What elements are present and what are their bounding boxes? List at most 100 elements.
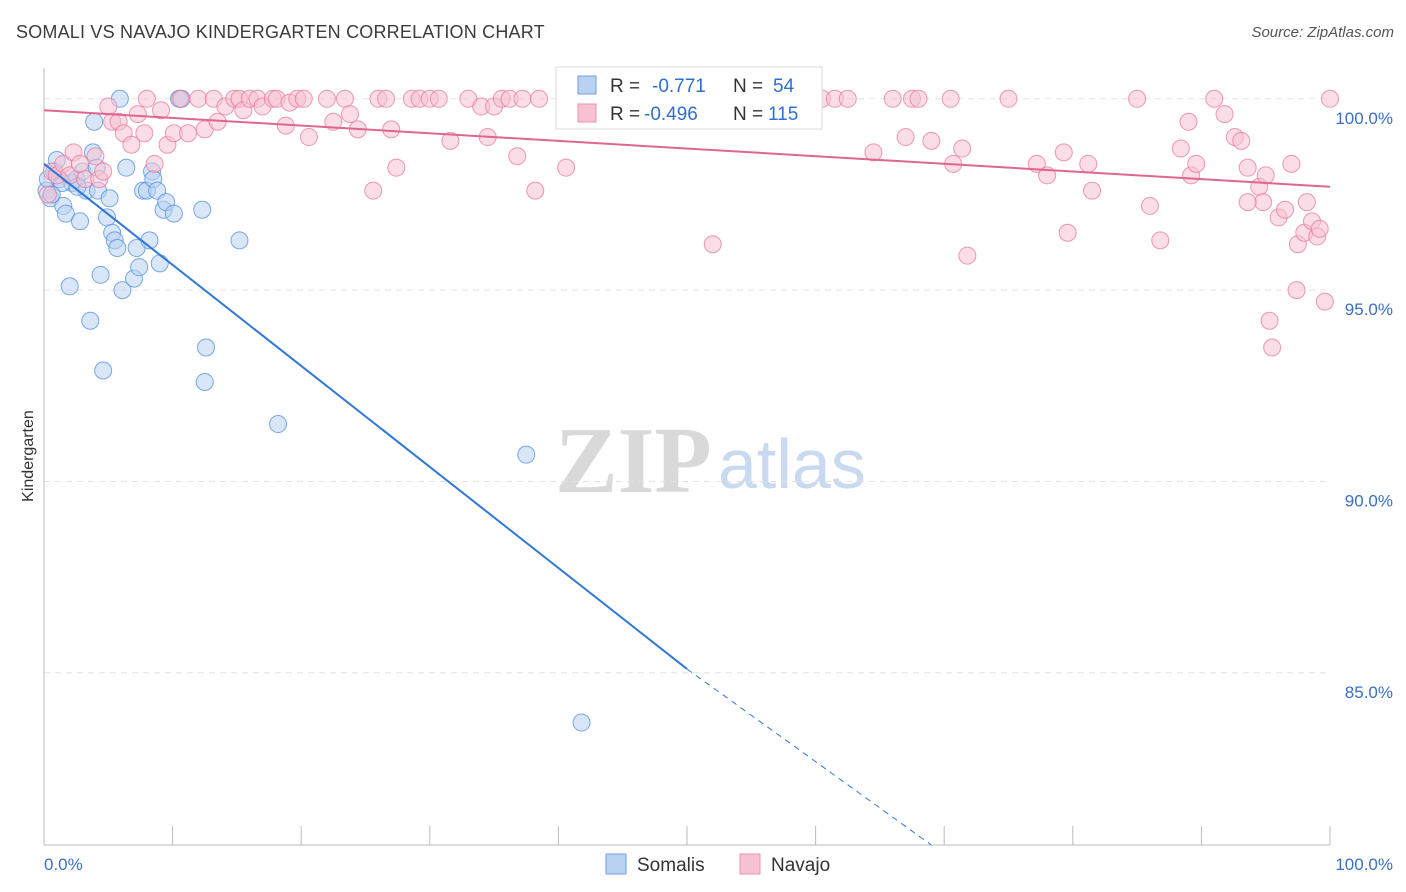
y-tick-label: 90.0% xyxy=(1345,491,1393,510)
navajo-point xyxy=(1027,154,1046,173)
navajo-point xyxy=(1238,158,1257,177)
navajo-point xyxy=(941,89,960,108)
navajo-point xyxy=(530,89,549,108)
navajo-point xyxy=(145,154,164,173)
x-tick-label: 100.0% xyxy=(1335,855,1393,874)
somali-point xyxy=(60,277,79,296)
y-axis-title: Kindergarten xyxy=(20,410,37,502)
navajo-point xyxy=(387,158,406,177)
navajo-point xyxy=(364,181,383,200)
navajo-point xyxy=(883,89,902,108)
legend-bottom-label-somalis: Somalis xyxy=(637,855,705,876)
navajo-point xyxy=(1171,139,1190,158)
navajo-point xyxy=(1232,131,1251,150)
source-label: Source: ZipAtlas.com xyxy=(1251,24,1394,41)
navajo-point xyxy=(896,128,915,147)
somali-point xyxy=(517,445,536,464)
navajo-point xyxy=(513,89,532,108)
navajo-point xyxy=(171,89,190,108)
navajo-point xyxy=(429,89,448,108)
navajo-point xyxy=(1054,143,1073,162)
navajo-point xyxy=(1254,193,1273,212)
legend-bottom: Somalis Navajo xyxy=(605,853,830,876)
navajo-point xyxy=(1179,112,1198,131)
watermark-atlas: atlas xyxy=(718,425,866,503)
somali-point xyxy=(85,112,104,131)
somali-point xyxy=(81,311,100,330)
somali-point xyxy=(71,212,90,231)
legend-r-label-somalis: R = xyxy=(610,76,640,97)
trend-lines xyxy=(43,109,1331,846)
somali-point xyxy=(164,204,183,223)
axes xyxy=(43,68,1331,846)
navajo-point xyxy=(1297,193,1316,212)
navajo-point xyxy=(86,147,105,166)
navajo-point xyxy=(71,154,90,173)
gridlines xyxy=(44,98,1330,674)
navajo-point xyxy=(958,246,977,265)
somali-point xyxy=(94,361,113,380)
navajo-point xyxy=(922,131,941,150)
navajo-point xyxy=(1263,338,1282,357)
navajo-point xyxy=(324,112,343,131)
navajo-point xyxy=(294,89,313,108)
navajo-point xyxy=(557,158,576,177)
navajo-point xyxy=(152,101,171,120)
legend-swatch-navajo xyxy=(577,103,597,123)
navajo-point xyxy=(999,89,1018,108)
somali-point xyxy=(56,204,75,223)
legend-r-value-somalis: -0.771 xyxy=(652,76,706,97)
somali-point xyxy=(230,231,249,250)
navajo-point xyxy=(1187,154,1206,173)
navajo-point xyxy=(703,235,722,254)
somali-point xyxy=(117,158,136,177)
navajo-point xyxy=(135,124,154,143)
navajo-point xyxy=(94,162,113,181)
series-navajo xyxy=(38,89,1339,357)
navajo-point xyxy=(38,185,57,204)
navajo-point xyxy=(909,89,928,108)
navajo-point xyxy=(1215,105,1234,124)
legend-n-value-somalis: 54 xyxy=(773,76,795,97)
navajo-point xyxy=(179,124,198,143)
navajo-point xyxy=(382,120,401,139)
navajo-point xyxy=(864,143,883,162)
navajo-point xyxy=(1256,166,1275,185)
somali-point xyxy=(197,338,216,357)
legend-bottom-swatch-navajo xyxy=(739,853,761,875)
y-tick-label: 95.0% xyxy=(1345,300,1393,319)
navajo-point xyxy=(1315,292,1334,311)
somali-point xyxy=(150,254,169,273)
legend-swatch-somalis xyxy=(577,75,597,95)
legend-n-value-navajo: 115 xyxy=(768,104,798,125)
navajo-point xyxy=(1083,181,1102,200)
legend-r-label-navajo: R = xyxy=(610,104,640,125)
navajo-point xyxy=(1140,196,1159,215)
navajo-point xyxy=(508,147,527,166)
navajo-point xyxy=(441,131,460,150)
trend-line-somalis xyxy=(43,163,688,670)
trend-line-somalis-extension xyxy=(686,668,932,846)
navajo-point xyxy=(1058,223,1077,242)
navajo-point xyxy=(128,105,147,124)
navajo-point xyxy=(1079,154,1098,173)
legend-top: R = -0.771 N = 54 R = -0.496 N = 115 xyxy=(555,66,823,130)
navajo-point xyxy=(1151,231,1170,250)
tick-labels: 85.0% 90.0% 95.0% 100.0% 0.0% 100.0% xyxy=(44,109,1393,874)
navajo-point xyxy=(122,135,141,154)
navajo-point xyxy=(189,89,208,108)
navajo-point xyxy=(377,89,396,108)
legend-n-label-somalis: N = xyxy=(733,76,763,97)
legend-bottom-label-navajo: Navajo xyxy=(771,855,830,876)
y-tick-label: 100.0% xyxy=(1335,109,1393,128)
somali-point xyxy=(113,281,132,300)
somali-point xyxy=(572,713,591,732)
navajo-point xyxy=(1287,281,1306,300)
navajo-point xyxy=(1238,193,1257,212)
somali-point xyxy=(130,258,149,277)
navajo-point xyxy=(838,89,857,108)
navajo-point xyxy=(1128,89,1147,108)
navajo-point xyxy=(1275,200,1294,219)
somali-point xyxy=(91,265,110,284)
